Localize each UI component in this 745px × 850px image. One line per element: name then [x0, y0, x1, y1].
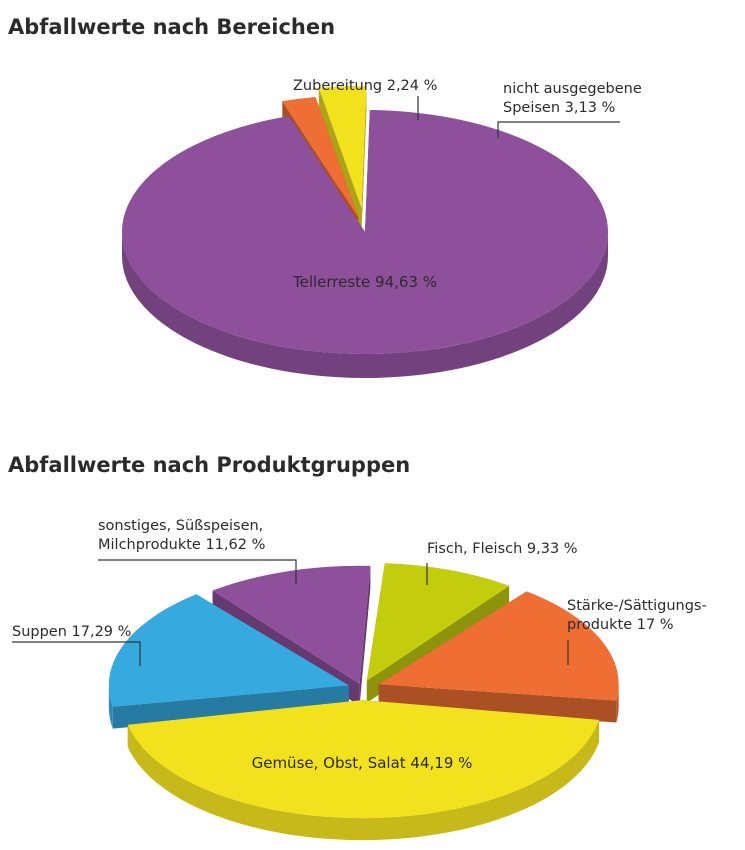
pie2-slice-staerke	[378, 591, 619, 723]
label-tellerreste: Tellerreste 94,63 %	[292, 273, 437, 291]
pie1-slice-speisen-top	[318, 85, 367, 208]
pie2-slice-staerke-rim	[616, 684, 619, 723]
pie1-slice-zubereitung-top	[282, 96, 359, 218]
labels-produktgruppen: Gemüse, Obst, Salat 44,19 % Fisch, Fleisc…	[12, 518, 707, 772]
pie2-slice-staerke-wall	[378, 684, 617, 723]
label-suppen: Suppen 17,29 %	[12, 624, 131, 640]
pie2-slice-fisch-top	[366, 563, 510, 681]
label-fisch: Fisch, Fleisch 9,33 %	[427, 541, 578, 557]
pie2-slice-gemuese-top	[127, 700, 600, 819]
pie1-slice-tellerreste	[122, 110, 609, 378]
label-gemuese: Gemüse, Obst, Salat 44,19 %	[252, 754, 473, 772]
label-sonstiges-line-1: sonstiges, Süßspeisen,	[98, 518, 263, 534]
label-staerke-line-2: produkte 17 %	[567, 617, 674, 633]
pie-chart-produktgruppen	[108, 563, 619, 841]
pie1-slice-speisen-wall	[361, 85, 367, 232]
labels-bereiche: Tellerreste 94,63 % Zubereitung 2,24 % nic…	[292, 78, 642, 291]
label-staerke: Stärke-/Sättigungs-produkte 17 %	[567, 598, 707, 633]
pie2-slice-suppen-wall	[112, 685, 349, 729]
pie2-slice-staerke-top	[378, 591, 619, 701]
pie2-slice-sonstiges-top	[212, 565, 371, 684]
leader-line-sonstiges	[98, 559, 297, 584]
pie2-slice-gemuese-rim	[127, 719, 600, 841]
pie2-slice-suppen-top	[108, 594, 349, 707]
leader-line-speisen	[497, 121, 620, 138]
pie1-slice-speisen	[318, 85, 367, 232]
label-sonstiges: sonstiges, Süßspeisen, Milchprodukte 11,6…	[98, 518, 265, 553]
pie2-slice-gemuese	[127, 700, 600, 841]
pie-chart-bereiche	[122, 85, 609, 378]
pie2-slice-suppen-rim	[108, 685, 113, 729]
pie2-slice-suppen	[108, 594, 349, 729]
label-speisen-line-2: Speisen 3,13 %	[503, 100, 615, 116]
pie1-slice-tellerreste-rim	[122, 232, 608, 378]
pie2-slice-sonstiges-wall	[359, 565, 371, 706]
label-sonstiges-line-2: Milchprodukte 11,62 %	[98, 537, 265, 553]
label-speisen: nicht ausgegebene Speisen 3,13 %	[503, 81, 642, 116]
pie1-slice-speisen-wall	[318, 87, 362, 232]
chart-title-bereiche: Abfallwerte nach Bereichen	[8, 15, 335, 39]
label-zubereitung: Zubereitung 2,24 %	[293, 78, 437, 94]
label-staerke-line-1: Stärke-/Sättigungs-	[567, 598, 707, 614]
chart-title-produktgruppen: Abfallwerte nach Produktgruppen	[8, 453, 410, 477]
label-speisen-line-1: nicht ausgegebene	[503, 81, 642, 97]
pie1-slice-tellerreste-top	[122, 110, 609, 354]
leader-line-suppen	[12, 641, 141, 666]
